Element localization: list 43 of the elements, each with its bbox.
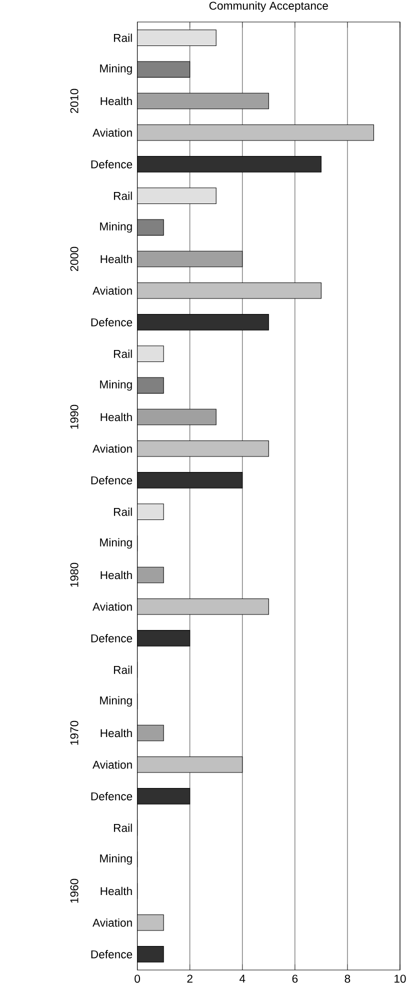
y-tick-label: Rail <box>114 824 132 832</box>
y-tick-label: Mining <box>100 222 132 233</box>
y-tick-label: Rail <box>114 350 132 358</box>
x-tick-label: 0 <box>134 974 140 983</box>
x-tick-label: 8 <box>344 974 350 983</box>
y-tick-label: Aviation <box>92 128 132 137</box>
y-tick-label: Defence <box>91 792 132 800</box>
text: 2000 <box>70 246 78 272</box>
y-tick-label: Health <box>100 886 132 896</box>
text: 1980 <box>70 562 78 587</box>
y-tick-label: Health <box>100 570 132 580</box>
y-tick-label: Aviation <box>92 760 132 769</box>
y-tick-label: Health <box>100 96 132 106</box>
y-tick-label: Rail <box>114 508 132 516</box>
text: 1970 <box>70 720 78 745</box>
y-tick-label: Rail <box>114 192 132 200</box>
y-tick-label: Health <box>100 254 132 264</box>
y-tick-label: Defence <box>91 160 132 168</box>
y-tick-label: Mining <box>100 380 132 391</box>
text: 1960 <box>70 878 78 903</box>
x-tick-label: 4 <box>239 974 246 983</box>
x-tick-label: 6 <box>292 974 298 983</box>
y-tick-label: Aviation <box>92 444 132 453</box>
text: 1990 <box>70 404 78 429</box>
y-tick-label: Aviation <box>92 918 132 927</box>
chart-title: Community Acceptance <box>209 1 328 12</box>
y-tick-label: Defence <box>91 318 132 326</box>
y-tick-label: Mining <box>100 854 132 865</box>
x-tick-label: 2 <box>187 974 192 983</box>
y-tick-label: Mining <box>100 538 132 549</box>
y-tick-label: Rail <box>114 666 132 674</box>
y-tick-label: Aviation <box>92 286 132 295</box>
y-tick-label: Health <box>100 412 132 422</box>
text: 2010 <box>70 88 78 114</box>
y-tick-label: Aviation <box>92 602 132 611</box>
y-tick-label: Defence <box>91 476 132 484</box>
y-tick-label: Defence <box>91 634 132 642</box>
y-tick-label: Health <box>100 728 132 738</box>
y-tick-label: Defence <box>91 950 132 958</box>
y-tick-label: Mining <box>100 64 132 75</box>
y-tick-label: Mining <box>100 696 132 707</box>
y-tick-label: Rail <box>114 34 132 42</box>
x-tick-label: 10 <box>394 974 406 983</box>
